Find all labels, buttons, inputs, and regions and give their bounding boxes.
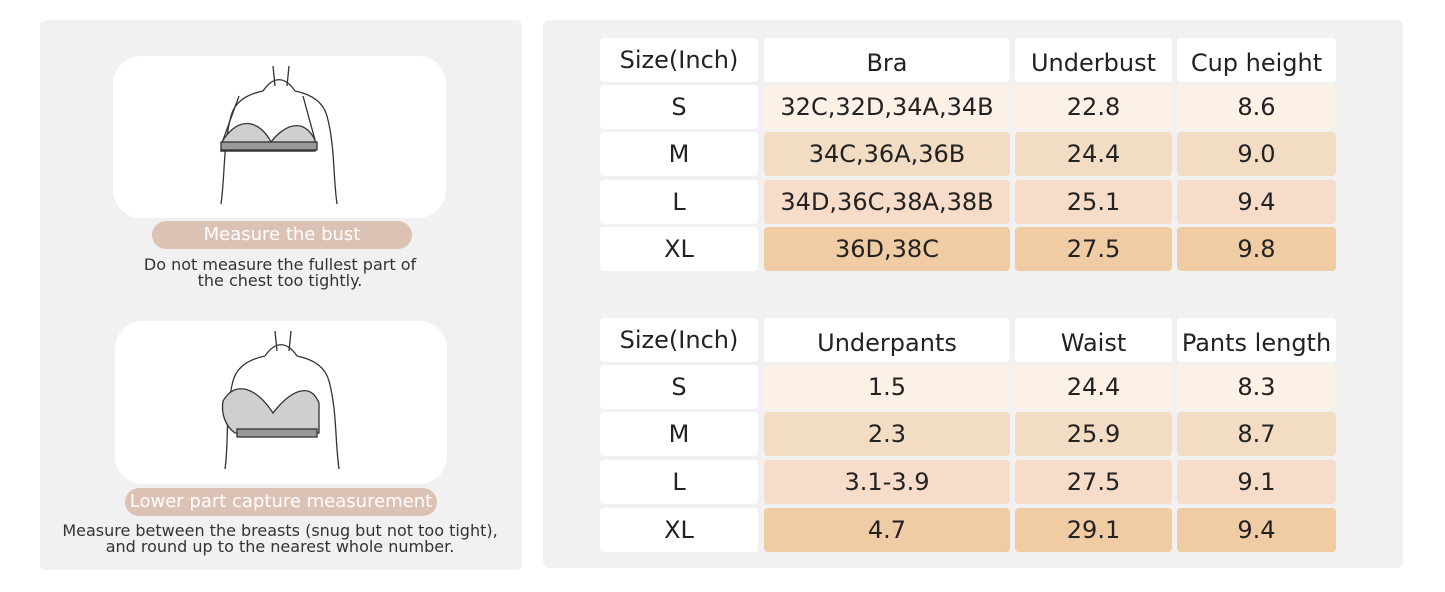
- table-cell: S: [600, 365, 758, 409]
- header-cell: Waist: [1015, 318, 1172, 362]
- table-cell: 9.4: [1177, 508, 1336, 552]
- table-cell: XL: [600, 508, 758, 552]
- table-cell: 25.9: [1015, 412, 1172, 456]
- table-cell: S: [600, 85, 758, 129]
- header-cell: Underpants: [764, 318, 1010, 362]
- table-cell: 24.4: [1015, 132, 1172, 176]
- table-cell: 32C,32D,34A,34B: [764, 85, 1010, 129]
- guide-caption: Measure between the breasts (snug but no…: [42, 523, 518, 555]
- table-cell: 1.5: [764, 365, 1010, 409]
- header-cell: Size(Inch): [600, 38, 758, 82]
- illustration-card: [115, 321, 447, 484]
- table-cell: 27.5: [1015, 227, 1172, 271]
- illustration-card: [113, 56, 446, 218]
- table-cell: M: [600, 132, 758, 176]
- caption-line: Do not measure the fullest part of: [143, 255, 417, 274]
- table-cell: 3.1-3.9: [764, 460, 1010, 504]
- table-cell: 9.8: [1177, 227, 1336, 271]
- table-cell: 8.7: [1177, 412, 1336, 456]
- table-cell: 24.4: [1015, 365, 1172, 409]
- header-cell: Bra: [764, 38, 1010, 82]
- guide-label: Lower part capture measurement: [125, 488, 437, 516]
- table-cell: 34D,36C,38A,38B: [764, 180, 1010, 224]
- table-cell: L: [600, 460, 758, 504]
- table-cell: 29.1: [1015, 508, 1172, 552]
- bust-illustration: [220, 65, 338, 205]
- table-cell: 9.0: [1177, 132, 1336, 176]
- table-cell: 9.1: [1177, 460, 1336, 504]
- header-cell: Size(Inch): [600, 318, 758, 362]
- table-cell: 2.3: [764, 412, 1010, 456]
- table-cell: 9.4: [1177, 180, 1336, 224]
- caption-line: Measure between the breasts (snug but no…: [62, 521, 498, 540]
- caption-line: the chest too tightly.: [197, 271, 363, 290]
- underbust-illustration: [221, 330, 340, 470]
- table-cell: 8.3: [1177, 365, 1336, 409]
- guide-label: Measure the bust: [152, 221, 412, 249]
- table-cell: 22.8: [1015, 85, 1172, 129]
- caption-line: and round up to the nearest whole number…: [105, 537, 455, 556]
- table-cell: 25.1: [1015, 180, 1172, 224]
- table-cell: XL: [600, 227, 758, 271]
- header-cell: Pants length: [1177, 318, 1336, 362]
- table-cell: M: [600, 412, 758, 456]
- guide-caption: Do not measure the fullest part of the ch…: [60, 257, 500, 289]
- table-cell: 27.5: [1015, 460, 1172, 504]
- table-cell: 4.7: [764, 508, 1010, 552]
- table-cell: 34C,36A,36B: [764, 132, 1010, 176]
- table-cell: L: [600, 180, 758, 224]
- table-cell: 8.6: [1177, 85, 1336, 129]
- header-cell: Underbust: [1015, 38, 1172, 82]
- table-cell: 36D,38C: [764, 227, 1010, 271]
- header-cell: Cup height: [1177, 38, 1336, 82]
